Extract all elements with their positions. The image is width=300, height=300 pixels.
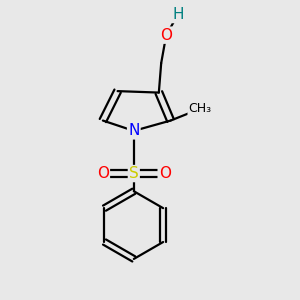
Text: S: S <box>129 166 139 181</box>
Text: O: O <box>97 166 109 181</box>
Text: CH₃: CH₃ <box>188 102 212 115</box>
Text: O: O <box>159 166 171 181</box>
Text: H: H <box>172 7 184 22</box>
Text: N: N <box>128 123 140 138</box>
Text: O: O <box>160 28 172 43</box>
